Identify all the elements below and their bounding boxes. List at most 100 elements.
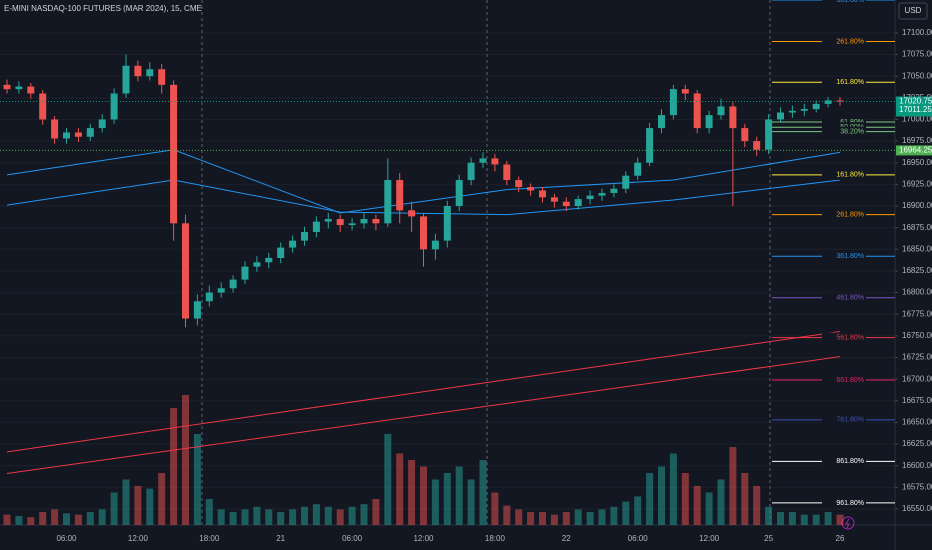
volume-bar (765, 506, 773, 525)
volume-bar (705, 492, 713, 525)
candle-body (574, 199, 582, 207)
candle-body (98, 119, 106, 129)
candle-body (622, 175, 630, 189)
y-tick-label: 16825.00 (902, 266, 932, 275)
fib-label-bg (822, 414, 866, 425)
x-tick-label: 06:00 (342, 534, 363, 543)
volume-bar (491, 492, 499, 525)
y-tick-label: 16700.00 (902, 374, 932, 383)
volume-bar (634, 496, 642, 525)
candle-body (634, 162, 642, 176)
x-tick-label: 21 (276, 534, 285, 543)
x-tick-label: 18:00 (485, 534, 506, 543)
candle-body (753, 141, 761, 150)
candle-body (503, 164, 511, 181)
volume-bar (443, 473, 451, 525)
y-tick-label: 17050.00 (902, 71, 932, 80)
candle-body (741, 128, 749, 142)
candle-body (384, 180, 392, 224)
fib-label: 461.80% (836, 295, 864, 302)
volume-bar (467, 479, 475, 525)
volume-bar (681, 473, 689, 525)
fib-label: 661.80% (836, 377, 864, 384)
candle-body (539, 190, 546, 198)
candle-body (598, 193, 606, 196)
candle-body (74, 132, 82, 137)
fib-label-bg (822, 292, 866, 303)
candle-body (289, 240, 297, 248)
x-tick-label: 06:00 (628, 534, 649, 543)
candle-body (443, 206, 451, 241)
x-tick-label: 12:00 (413, 534, 434, 543)
candle-body (146, 69, 154, 77)
y-tick-label: 16550.00 (902, 504, 932, 513)
candle-body (515, 180, 523, 187)
fib-label: 261.80% (836, 38, 864, 45)
x-tick-label: 26 (836, 534, 845, 543)
candle-body (491, 158, 499, 165)
volume-bar (777, 512, 784, 525)
fib-label-bg (822, 117, 866, 128)
candle-body (110, 93, 118, 120)
volume-bar (51, 509, 59, 525)
fib-label: 561.80% (836, 334, 864, 341)
volume-bar (812, 514, 820, 525)
x-tick-label: 12:00 (128, 534, 149, 543)
y-tick-label: 16750.00 (902, 331, 932, 340)
volume-bar (800, 514, 808, 525)
currency-button[interactable] (898, 2, 928, 20)
currency[interactable]: USD (905, 6, 922, 15)
candle-body (15, 86, 23, 90)
volume-bar (360, 504, 368, 525)
fib-label-bg (822, 126, 866, 137)
candle-body (39, 93, 47, 120)
fib-label: 861.80% (836, 458, 864, 465)
volume-bar (182, 395, 189, 525)
volume-bar (205, 499, 213, 525)
candle-body (301, 231, 308, 241)
indicator-line (6, 149, 841, 214)
candle-body (360, 219, 368, 224)
volume-bar (253, 506, 261, 525)
volume-bar (586, 512, 594, 525)
fib-label-bg (822, 77, 866, 88)
y-tick-label: 16575.00 (902, 482, 932, 491)
y-tick-label: 16800.00 (902, 288, 932, 297)
candle-body (265, 257, 273, 263)
fib-label-bg (822, 36, 866, 47)
price-tag: 16964.25 (899, 146, 932, 155)
candle-body (27, 86, 35, 94)
volume-bar (27, 517, 35, 525)
candle-body (729, 106, 737, 129)
fib-label-bg (822, 497, 866, 508)
candle-body (241, 266, 249, 280)
fib-label-bg (822, 209, 866, 220)
volume-bar (693, 486, 701, 525)
volume-bar (3, 514, 11, 525)
fib-label: 161.80% (836, 172, 864, 179)
volume-bar (229, 512, 237, 525)
volume-bar (265, 509, 273, 525)
fib-label-bg (822, 375, 866, 386)
volume-bar (503, 505, 511, 525)
volume-bar (515, 509, 523, 525)
volume-bar (646, 473, 654, 525)
candle-body (396, 180, 404, 211)
candle-body (324, 219, 332, 222)
y-tick-label: 16600.00 (902, 461, 932, 470)
volume-bar (158, 473, 166, 525)
volume-bar (574, 509, 582, 525)
volume-bar (479, 460, 487, 525)
fib-label-bg (822, 169, 866, 180)
fib-label-bg (822, 332, 866, 343)
volume-bar (110, 492, 118, 525)
volume-bar (348, 506, 356, 525)
candle-body (205, 292, 213, 302)
y-tick-label: 17100.00 (902, 28, 932, 37)
candle-body (229, 279, 237, 289)
candle-body (788, 110, 796, 113)
volume-bar (539, 512, 546, 525)
fib-label: 361.80% (836, 253, 864, 260)
candle-body (562, 201, 570, 207)
